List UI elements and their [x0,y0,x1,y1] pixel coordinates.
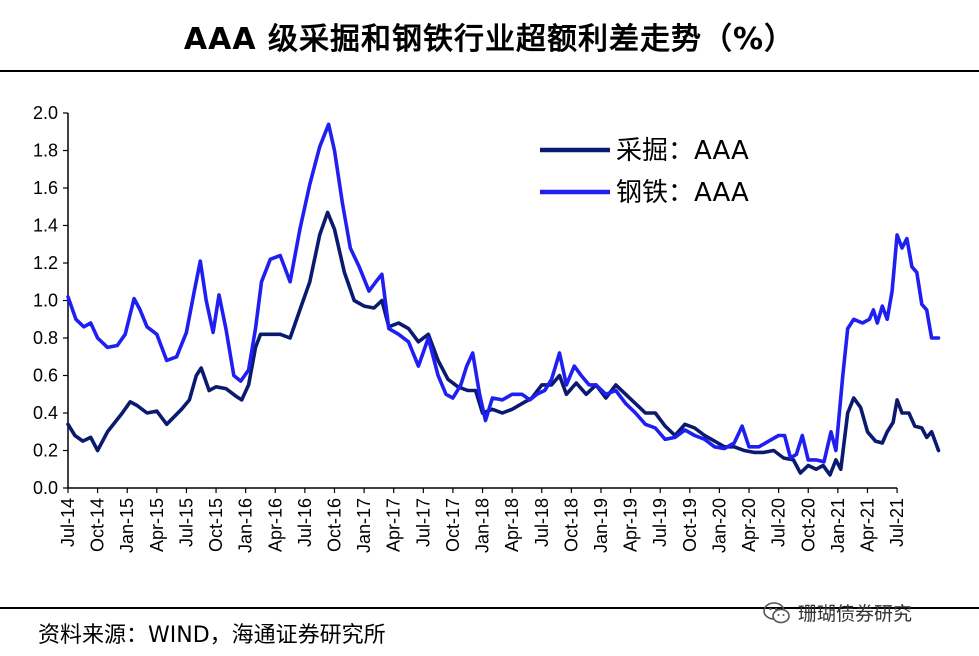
series-line-steel [66,122,941,464]
x-tick-label: Apr-19 [621,498,641,552]
x-tick-label: Oct-16 [324,498,344,552]
x-tick-label: Jan-15 [117,498,137,553]
legend-label-mining: 采掘：AAA [616,136,749,166]
y-tick-label: 1.2 [33,253,58,273]
x-axis: Jul-14 Oct-14 Jan-15 Apr-15 Jul-15 Oct-15 Jan-… [58,487,907,553]
x-tick-label: Jul-19 [650,498,670,547]
y-tick-label: 0.2 [33,441,58,461]
line-chart: 0.0 0.2 0.4 0.6 0.8 1.0 1.2 1.4 1.6 1.8 2.0 Jul-14… [33,103,941,553]
footer-divider [0,607,979,609]
y-tick-label: 1.0 [33,291,58,311]
wechat-icon [763,601,790,623]
x-tick-label: Apr-17 [384,498,404,552]
x-tick-label: Jan-18 [473,498,493,553]
x-tick-label: Jan-16 [236,498,256,553]
legend: 采掘：AAA 钢铁：AAA [540,136,749,208]
x-tick-label: Jan-19 [591,498,611,553]
x-tick-label: Apr-18 [502,498,522,552]
watermark-text: 珊瑚债券研究 [798,603,913,625]
x-tick-label: Jul-17 [413,498,433,547]
x-tick-label: Jul-18 [532,498,552,547]
source-note: 资料来源：WIND，海通证券研究所 [38,623,386,648]
x-tick-label: Oct-20 [798,498,818,552]
series-layer [66,122,941,477]
x-tick-label: Oct-17 [443,498,463,552]
y-tick-label: 0.4 [33,403,58,423]
chart-title: AAA 级采掘和钢铁行业超额利差走势（%） [183,22,796,57]
x-tick-label: Apr-15 [147,498,167,552]
x-tick-label: Jul-20 [769,498,789,547]
y-tick-label: 0.0 [33,478,58,498]
y-tick-label: 2.0 [33,103,58,123]
y-axis: 0.0 0.2 0.4 0.6 0.8 1.0 1.2 1.4 1.6 1.8 2.0 [33,103,69,498]
x-tick-label: Oct-15 [206,498,226,552]
x-tick-label: Oct-19 [680,498,700,552]
legend-label-steel: 钢铁：AAA [616,178,749,208]
x-tick-label: Jan-21 [828,498,848,553]
x-tick-label: Apr-21 [857,498,877,552]
y-tick-label: 0.8 [33,328,58,348]
x-tick-label: Apr-16 [265,498,285,552]
x-tick-label: Jan-17 [354,498,374,553]
title-divider [0,70,979,72]
x-tick-label: Jan-20 [709,498,729,553]
series-line-mining [66,210,941,477]
y-tick-label: 1.4 [33,216,58,236]
x-tick-label: Jul-21 [887,498,907,547]
x-tick-label: Jul-16 [295,498,315,547]
x-tick-label: Jul-15 [176,498,196,547]
x-tick-label: Oct-18 [561,498,581,552]
x-tick-label: Oct-14 [88,498,108,552]
x-tick-label: Apr-20 [739,498,759,552]
y-tick-label: 1.8 [33,141,58,161]
y-tick-label: 0.6 [33,366,58,386]
watermark: 珊瑚债券研究 [762,599,912,626]
x-tick-label: Jul-14 [58,498,78,547]
y-tick-label: 1.6 [33,178,58,198]
